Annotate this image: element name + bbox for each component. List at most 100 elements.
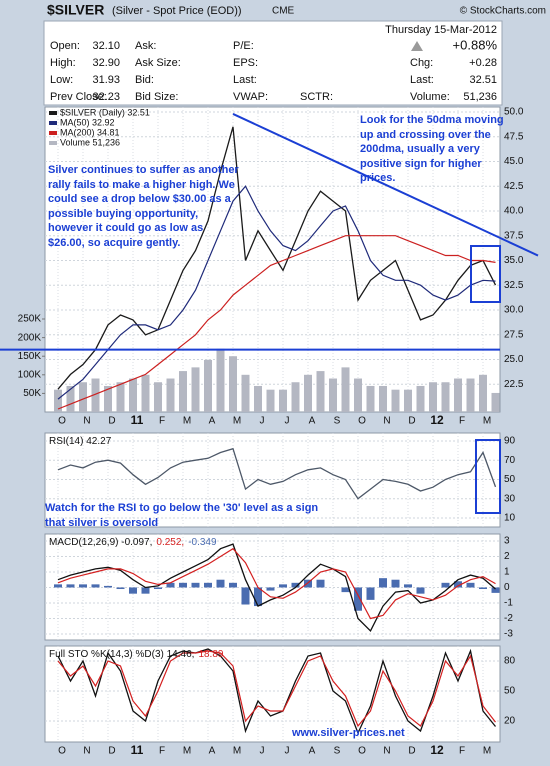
bar <box>404 389 412 412</box>
bar <box>354 378 362 412</box>
series-line <box>57 447 497 500</box>
quote-label: High: <box>50 57 76 69</box>
quote-value: 32.23 <box>92 91 120 103</box>
quote-label: Bid: <box>135 74 154 86</box>
x-tick-label: A <box>309 416 316 427</box>
bar <box>179 371 187 412</box>
exchange: CME <box>272 6 295 17</box>
series-line <box>57 235 496 410</box>
x-tick-label: M <box>483 416 491 427</box>
x-tick-label: N <box>83 746 90 757</box>
bar <box>391 579 400 588</box>
quote-label: Ask: <box>135 40 156 52</box>
y-tick-label: 90 <box>504 436 516 447</box>
x-tick-label: J <box>260 746 265 757</box>
bar <box>66 385 75 412</box>
y-tick-label: 50.0 <box>504 107 524 118</box>
bar <box>204 359 212 412</box>
bar <box>66 584 75 588</box>
y-tick-label: 10 <box>504 513 516 524</box>
legend-entry: MA(200) 34.81 <box>60 127 120 137</box>
bar <box>116 382 125 412</box>
y-tick-label: 25.0 <box>504 354 524 365</box>
bar <box>366 385 375 412</box>
y2-tick-label: 50K <box>23 388 41 399</box>
x-tick-label: M <box>483 746 491 757</box>
x-tick-label: F <box>459 416 465 427</box>
bar <box>291 582 300 588</box>
bar <box>216 579 225 588</box>
x-tick-label: N <box>383 416 390 427</box>
bar <box>304 579 312 588</box>
x-tick-label: D <box>108 416 115 427</box>
x-tick-label: N <box>383 746 390 757</box>
y-tick-label: 30 <box>504 493 516 504</box>
bar <box>254 385 262 412</box>
bar <box>54 389 62 412</box>
bar <box>241 587 250 605</box>
series-line <box>57 648 497 735</box>
bar <box>466 582 475 588</box>
bar <box>441 582 450 588</box>
bar <box>229 582 237 588</box>
quote-box <box>43 20 503 106</box>
x-tick-label: J <box>260 416 265 427</box>
bar <box>304 374 312 412</box>
quote-label: Ask Size: <box>135 57 181 69</box>
legend: RSI(14) 42.27 <box>49 436 112 447</box>
x-tick-label: 12 <box>430 413 444 427</box>
bar <box>279 584 287 588</box>
y-tick-label: 32.5 <box>504 280 524 291</box>
y2-tick-label: 250K <box>18 314 42 325</box>
series-line <box>57 650 496 728</box>
y-tick-label: 70 <box>504 455 516 466</box>
up-arrow <box>411 41 423 51</box>
legend-swatch <box>49 141 57 145</box>
y-tick-label: 40.0 <box>504 206 524 217</box>
y-tick-label: 47.5 <box>504 131 524 142</box>
x-tick-label: D <box>408 746 415 757</box>
bar <box>79 584 87 588</box>
quote-label: Last: <box>410 74 434 86</box>
bar <box>79 382 87 412</box>
x-tick-label: O <box>358 416 366 427</box>
annotation: www.silver-prices.net <box>292 727 405 739</box>
bar <box>441 382 450 412</box>
y-tick-label: 1 <box>504 567 510 578</box>
bar <box>166 582 175 588</box>
y-tick-label: 50 <box>504 686 516 697</box>
bar <box>129 378 137 412</box>
x-tick-label: 11 <box>131 413 144 427</box>
bar <box>354 587 362 611</box>
x-tick-label: O <box>58 746 66 757</box>
bar <box>216 348 225 412</box>
bar <box>416 587 425 594</box>
x-tick-label: M <box>183 416 191 427</box>
bar <box>479 374 487 412</box>
series-line <box>57 547 496 620</box>
legend-entry: MACD(12,26,9) -0.097, <box>49 537 152 548</box>
bar <box>279 389 287 412</box>
bar <box>466 378 475 412</box>
quote-label: SCTR: <box>300 91 333 103</box>
legend-entry: $SILVER (Daily) 32.51 <box>60 107 150 117</box>
bar <box>54 584 62 588</box>
legend-entry: Full STO %K(14,3) %D(3) 14.46, <box>49 649 194 660</box>
legend-entry: 0.252, <box>156 537 184 548</box>
y-tick-label: 37.5 <box>504 230 524 241</box>
legend-entry: -0.349 <box>188 537 217 548</box>
quote-label: EPS: <box>233 57 258 69</box>
legend-entry: Volume 51,236 <box>60 137 120 147</box>
quote-value: 32.51 <box>469 74 497 86</box>
bar <box>241 374 250 412</box>
bar <box>454 581 462 588</box>
bar <box>116 587 125 590</box>
x-tick-label: D <box>108 746 115 757</box>
y-tick-label: -2 <box>504 613 513 624</box>
annotation: Watch for the RSI to go below the '30' l… <box>45 502 319 529</box>
description: (Silver - Spot Price (EOD)) <box>112 5 242 17</box>
y-tick-label: -1 <box>504 598 513 609</box>
y2-tick-label: 150K <box>18 351 42 362</box>
